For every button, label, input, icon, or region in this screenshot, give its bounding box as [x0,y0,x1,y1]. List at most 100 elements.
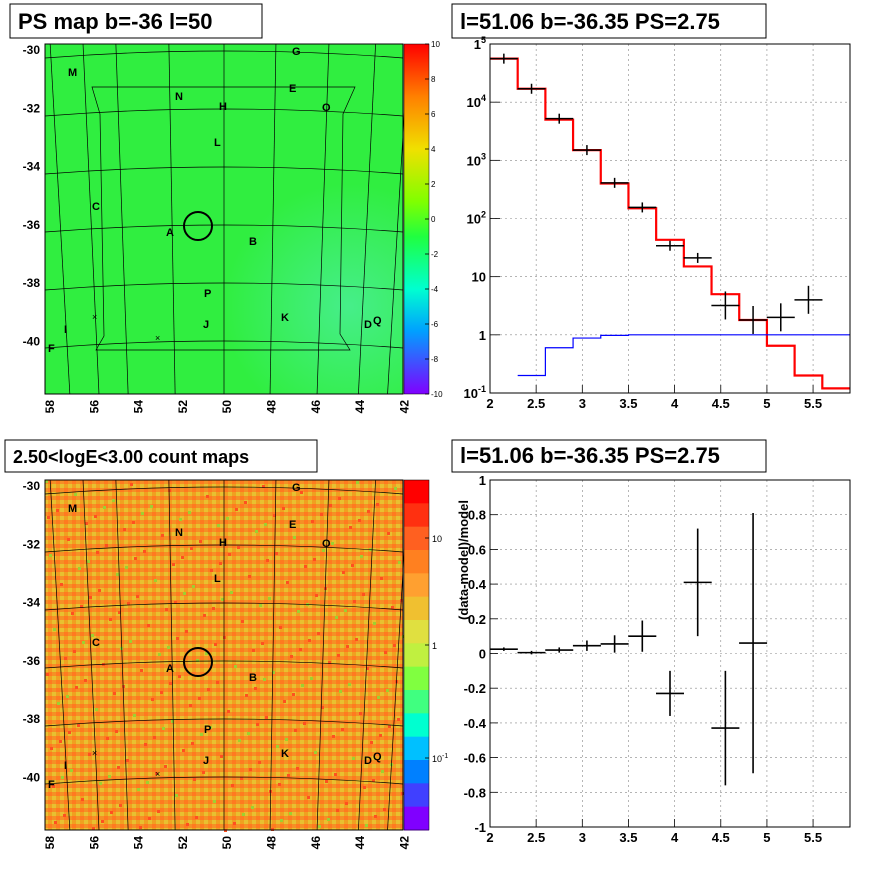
count-pixel [327,818,330,821]
y-tick-label: -0.6 [464,751,486,766]
y-tick-label: -0.2 [464,681,486,696]
count-pixel [193,778,196,781]
parallel-line [44,602,404,611]
count-pixel [123,528,126,531]
count-pixel [66,695,69,698]
source-label-h: H [219,537,227,549]
map-frame [44,479,404,831]
count-pixel [151,698,154,701]
count-pixel [47,516,50,519]
count-pixel [297,610,300,613]
meridian-line [316,479,330,831]
count-pixel [186,823,189,826]
x-tick-label: 56 [87,400,101,414]
count-pixel [139,826,142,829]
source-label-a: A [166,663,174,675]
count-pixel [165,608,168,611]
count-pixel [228,553,231,556]
count-pixel [337,654,340,657]
count-pixel [150,505,153,508]
source-label-g: G [292,482,301,494]
count-pixel [155,772,158,775]
colorbar-tick-label: -2 [431,250,439,259]
count-pixel [113,692,116,695]
count-pixel [217,524,220,527]
source-label-p: P [204,724,211,736]
x-tick-label: 5 [763,830,770,845]
map2-title-box [4,439,318,473]
count-pixel [276,745,279,748]
count-pixel [52,785,55,788]
source-label-f: F [48,343,55,355]
count-pixel [112,499,115,502]
count-pixel [88,753,91,756]
count-pixel [348,683,351,686]
colorbar-segment [404,480,429,504]
count-pixel [53,628,56,631]
x-tick-label: 3 [579,830,586,845]
count-pixel [178,675,181,678]
parallel-line [44,776,404,785]
count-pixel [275,552,278,555]
y-tick-label: -0.4 [464,716,487,731]
source-label-m: M [68,503,77,515]
count-pixel [174,601,177,604]
count-pixel [87,560,90,563]
count-pixel [296,767,299,770]
count-pixel [199,540,202,543]
colorbar-tick-label: 4 [431,145,436,154]
count-pixel [198,697,201,700]
count-pixel [244,501,247,504]
count-pixel [249,768,252,771]
count-pixel [301,684,304,687]
count-pixel [119,804,122,807]
meridian-line [82,479,100,831]
x-tick-label: 48 [265,400,279,414]
count-pixel [134,557,137,560]
count-pixel [157,810,160,813]
x-tick-label: 5.5 [804,830,822,845]
count-pixel [101,820,104,823]
count-pixel [146,781,149,784]
count-pixel [372,779,375,782]
colorbar-tick-label: -10 [431,390,443,399]
count-pixel [394,487,397,490]
colorbar-tick-label: 10 [431,40,440,49]
meridian-line [316,43,330,395]
colorbar-segment [404,690,429,714]
x-tick-label: 42 [397,400,411,414]
count-pixel [54,821,57,824]
source-label-d: D [364,755,372,767]
source-circle [183,211,213,241]
parallel-line [44,544,404,553]
count-pixel [259,604,262,607]
count-pixel [367,510,370,513]
tick-base: 10 [464,386,478,401]
y-tick-label: -34 [23,160,41,174]
count-pixel [148,817,151,820]
count-pixel [265,716,268,719]
count-pixel [248,575,251,578]
x-tick-label: 2 [486,396,493,411]
count-pixel [67,538,70,541]
roi-outline [91,86,356,351]
source-label-o: O [322,538,331,550]
count-pixel [185,630,188,633]
count-pixel [89,596,92,599]
count-pixel [300,491,303,494]
x-tick-label: 56 [87,836,101,850]
colorbar-segment [404,783,429,808]
count-pixel [133,714,136,717]
count-pixel [164,765,167,768]
y-tick-label: 102 [467,210,486,227]
colorbar-segment [404,806,429,831]
count-pixel [268,597,271,600]
source-label-h: H [219,101,227,113]
count-pixel [299,648,302,651]
count-pixel [171,720,174,723]
parallel-line [44,486,404,495]
colorbar-tick-label: -8 [431,355,439,364]
source-label-p: P [204,288,211,300]
source-label-c: C [92,201,100,213]
